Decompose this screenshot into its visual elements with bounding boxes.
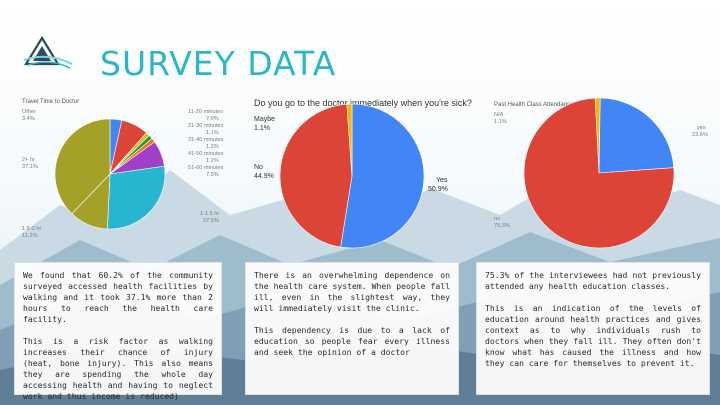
dependence-findings-box: There is an overwhelming dependence on t… [245, 262, 459, 395]
pie-slice-yes [598, 97, 675, 174]
paragraph: 75.3% of the interviewees had not previo… [485, 270, 701, 291]
pie-slices [523, 97, 675, 249]
travel-time-pie-chart: Travel Time to Doctor Other 3.4% 2+ hr 3… [20, 94, 225, 244]
chart-title: Travel Time to Doctor [22, 99, 79, 105]
slice-label: Yes [436, 177, 448, 184]
pie-slice-1-1-5-hr [107, 165, 166, 230]
slice-value: 44.9% [254, 173, 274, 180]
slice-value: 1.1% [254, 125, 270, 132]
pie-slice-no [279, 103, 353, 248]
slice-value: 7.9% [206, 116, 219, 122]
doctor-immediately-pie-chart: Do you go to the doctor immediately when… [250, 96, 472, 249]
slice-label: 2+ hr [22, 157, 35, 163]
pie-slice-maybe [346, 103, 353, 177]
chart-title: Past Health Class Attendance [494, 102, 574, 108]
slice-value: 7.5% [206, 172, 219, 178]
slice-value: 11.2% [22, 233, 37, 239]
doctor-immediately-pie-svg: Do you go to the doctor immediately when… [254, 98, 472, 249]
pie-slices [279, 103, 425, 249]
slice-label: No [254, 164, 263, 171]
slice-label: 21-30 minutes [188, 123, 224, 129]
slice-label: 41-50 minutes [188, 151, 224, 157]
health-class-pie-chart: Past Health Class Attendance N/A 1.1% ye… [492, 97, 710, 249]
health-class-pie-svg: Past Health Class Attendance N/A 1.1% ye… [494, 97, 708, 249]
paragraph: There is an overwhelming dependence on t… [254, 270, 450, 313]
slice-label: no [494, 216, 500, 222]
paragraph: This is a risk factor as walking increas… [23, 336, 213, 401]
slice-value: 27.5% [203, 218, 219, 224]
paragraph: This is an indication of the levels of e… [485, 303, 701, 368]
page-title: SURVEY DATA [100, 44, 337, 83]
paragraph: We found that 60.2% of the community sur… [23, 270, 213, 324]
pie-slice-2-hr [54, 118, 111, 215]
slice-label: 11-20 minutes [188, 109, 223, 115]
chart-title: Do you go to the doctor immediately when… [254, 98, 472, 108]
slice-value: 1.2% [206, 158, 219, 164]
travel-findings-box: We found that 60.2% of the community sur… [14, 262, 222, 401]
pie-slices [54, 118, 166, 230]
slice-label: N/A [494, 112, 504, 118]
slice-value: 1.1% [206, 130, 219, 136]
slice-label: Maybe [254, 116, 275, 123]
slice-label: yes [697, 125, 706, 131]
slice-label: 51-60 minutes [188, 165, 224, 171]
slice-value: 37.1% [22, 164, 38, 170]
slice-label: Other [22, 109, 36, 115]
slice-label: 1.5-2 hr [22, 226, 41, 232]
travel-time-pie-svg: Travel Time to Doctor Other 3.4% 2+ hr 3… [22, 99, 224, 239]
paragraph: This dependency is due to a lack of educ… [254, 325, 450, 357]
pie-slice-no [523, 97, 675, 249]
slice-value: 50.9% [428, 186, 448, 193]
pie-slice-yes [340, 103, 425, 249]
slice-value: 3.4% [22, 116, 35, 122]
slice-value: 1.2% [206, 144, 219, 150]
slice-value: 1.1% [494, 119, 507, 125]
slice-value: 75.3% [494, 223, 510, 229]
slice-label: 1-1.5 hr [200, 211, 219, 217]
mountain-triangle-logo [23, 35, 73, 69]
education-findings-box: 75.3% of the interviewees had not previo… [476, 262, 710, 395]
slice-label: 31-40 minutes [188, 137, 224, 143]
slice-value: 23.6% [692, 132, 708, 138]
